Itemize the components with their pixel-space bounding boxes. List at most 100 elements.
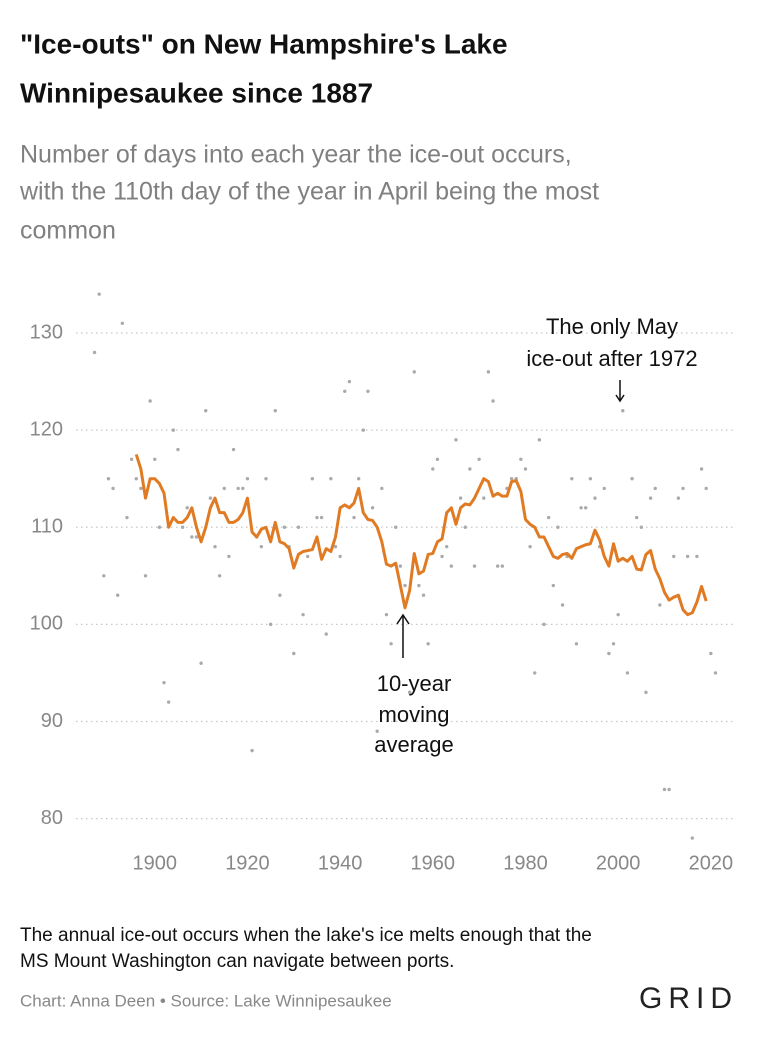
data-point bbox=[546, 515, 551, 520]
data-point bbox=[370, 506, 375, 510]
data-point bbox=[644, 690, 648, 695]
data-point bbox=[523, 467, 528, 471]
data-point bbox=[690, 836, 694, 840]
data-point bbox=[681, 486, 685, 491]
plot-area: 80 90 100 110 120 130 1900 1920 1940 1960 1980 2000… bbox=[30, 292, 734, 874]
data-point bbox=[352, 515, 356, 520]
data-point bbox=[194, 535, 199, 539]
chart-subtitle: common bbox=[20, 217, 116, 245]
data-point bbox=[458, 496, 463, 500]
data-point bbox=[445, 544, 449, 549]
x-tick-label: 2000 bbox=[596, 852, 641, 874]
data-point bbox=[417, 583, 421, 588]
data-point bbox=[403, 583, 407, 588]
data-point bbox=[509, 476, 514, 481]
footnote: The annual ice-out occurs when the lake'… bbox=[20, 925, 592, 946]
data-point bbox=[630, 476, 634, 481]
data-point bbox=[695, 554, 699, 559]
data-point bbox=[250, 748, 254, 753]
data-point bbox=[574, 642, 579, 646]
data-point bbox=[338, 554, 342, 559]
data-point bbox=[431, 467, 435, 471]
data-point bbox=[486, 370, 491, 374]
data-point bbox=[625, 671, 630, 675]
data-point bbox=[658, 603, 662, 607]
y-tick-label: 80 bbox=[41, 807, 63, 829]
chart-title: Winnipesaukee since 1887 bbox=[20, 77, 373, 108]
data-point bbox=[315, 515, 319, 520]
data-point bbox=[222, 486, 226, 491]
data-point bbox=[343, 389, 347, 393]
data-point bbox=[273, 409, 277, 413]
data-point bbox=[208, 496, 213, 500]
data-point bbox=[588, 476, 593, 481]
data-point bbox=[709, 651, 713, 656]
data-point bbox=[361, 428, 365, 432]
data-point bbox=[500, 564, 505, 568]
data-point bbox=[579, 506, 583, 510]
x-tick-label: 1900 bbox=[133, 852, 178, 874]
data-point bbox=[333, 544, 338, 549]
data-point bbox=[602, 486, 606, 491]
data-point bbox=[662, 787, 667, 792]
data-point bbox=[116, 593, 120, 597]
data-point bbox=[125, 515, 129, 520]
data-point bbox=[171, 428, 176, 432]
data-point bbox=[236, 486, 240, 491]
y-tick-label: 110 bbox=[31, 516, 63, 538]
data-point bbox=[472, 564, 477, 568]
x-tick-label: 2020 bbox=[689, 852, 734, 874]
data-point bbox=[380, 486, 384, 491]
data-point bbox=[185, 506, 189, 510]
data-point bbox=[528, 544, 532, 549]
data-point bbox=[519, 457, 523, 461]
x-tick-label: 1940 bbox=[318, 852, 363, 874]
data-point bbox=[421, 593, 426, 597]
annotation: average bbox=[374, 732, 454, 757]
chart-subtitle: with the 110th day of the year in April … bbox=[19, 178, 599, 206]
data-point bbox=[440, 554, 444, 559]
data-point bbox=[454, 438, 458, 442]
data-point bbox=[204, 409, 208, 413]
data-point bbox=[97, 292, 101, 296]
data-point bbox=[129, 457, 134, 461]
x-tick-label: 1980 bbox=[503, 852, 548, 874]
data-point bbox=[106, 476, 111, 481]
chart-title: "Ice-outs" on New Hampshire's Lake bbox=[20, 28, 508, 59]
data-point bbox=[672, 554, 676, 559]
data-point bbox=[213, 544, 217, 549]
data-point bbox=[259, 544, 264, 549]
data-point bbox=[634, 515, 639, 520]
data-point bbox=[407, 690, 412, 695]
data-point bbox=[699, 467, 704, 471]
data-point bbox=[278, 593, 282, 597]
data-point bbox=[162, 680, 166, 685]
data-point bbox=[264, 476, 268, 481]
data-point bbox=[180, 525, 185, 529]
data-point bbox=[551, 583, 555, 588]
data-point bbox=[111, 486, 115, 491]
data-point bbox=[394, 525, 398, 529]
data-point bbox=[282, 525, 287, 529]
data-point bbox=[384, 612, 389, 617]
annotation-arrow bbox=[615, 394, 625, 403]
data-point bbox=[648, 496, 653, 500]
footnote: MS Mount Washington can navigate between… bbox=[20, 951, 454, 972]
y-tick-label: 120 bbox=[30, 418, 63, 440]
data-point bbox=[556, 525, 560, 529]
data-point bbox=[245, 476, 250, 481]
data-point bbox=[268, 622, 273, 627]
data-point bbox=[153, 457, 157, 461]
data-point bbox=[231, 447, 236, 452]
data-point bbox=[324, 632, 328, 636]
data-point bbox=[621, 409, 625, 413]
data-point bbox=[296, 525, 301, 529]
logo: GRID bbox=[639, 982, 738, 1015]
annotation: 10-year bbox=[377, 671, 452, 696]
data-point bbox=[190, 535, 194, 539]
data-point bbox=[560, 603, 565, 607]
y-tick-label: 100 bbox=[30, 613, 63, 635]
data-point bbox=[542, 622, 546, 627]
